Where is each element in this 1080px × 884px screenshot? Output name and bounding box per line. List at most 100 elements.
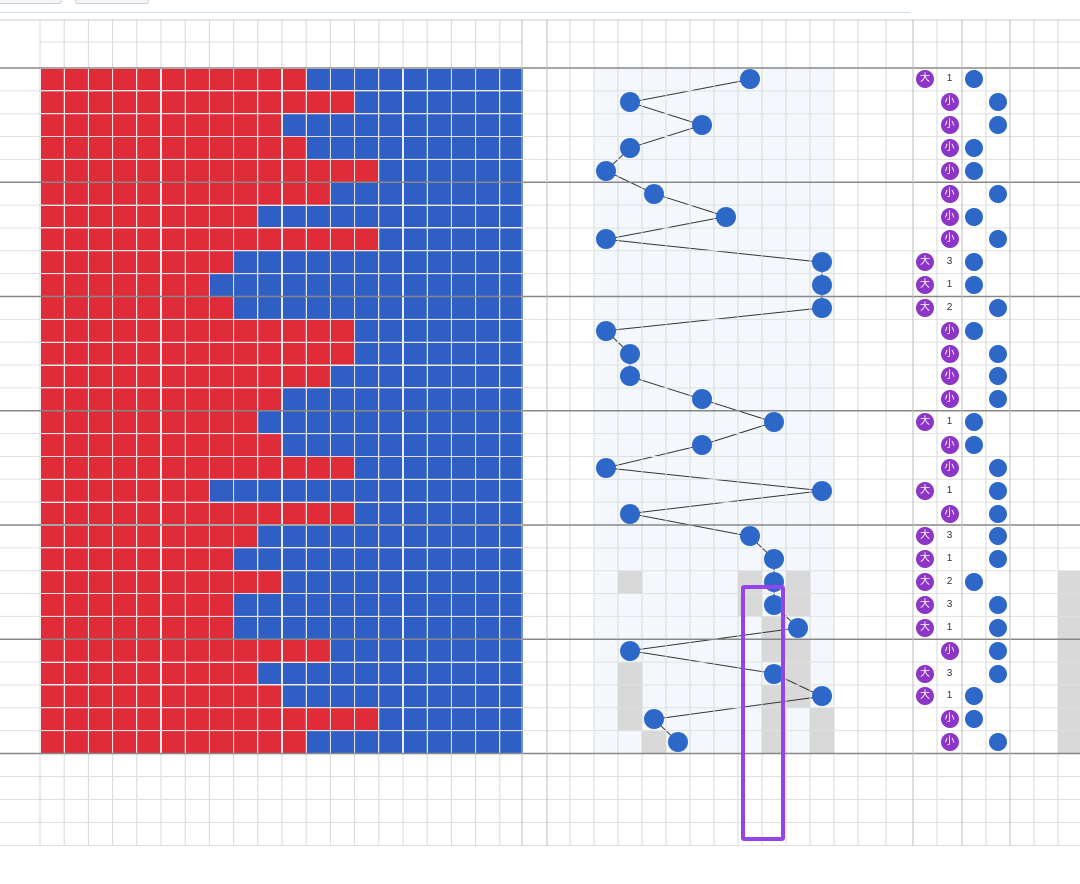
- bigsmall-miss-cell: 1: [946, 484, 953, 496]
- toolbar-button-2[interactable]: [75, 0, 149, 4]
- footer-num-col: [234, 754, 258, 777]
- prize-number-cell: [64, 502, 88, 525]
- dist-cell: [886, 708, 914, 731]
- sum-cell: [522, 182, 547, 205]
- dist-cell: [570, 685, 594, 708]
- prize-number-cell: [500, 297, 524, 319]
- prize-number-cell: [40, 548, 64, 571]
- prize-number-cell: [185, 616, 209, 639]
- prize-number-cell: [258, 297, 282, 319]
- prize-number-cell: [234, 456, 258, 479]
- prize-number-cell: [355, 91, 379, 114]
- bigsmall-miss-cell: [913, 731, 937, 754]
- mod-cell: [1058, 616, 1080, 640]
- mod-cell: [1058, 525, 1080, 548]
- prize-number-cell: [258, 639, 282, 662]
- prize-number-cell: [88, 114, 113, 137]
- dist-cell: [690, 90, 714, 114]
- dist-cell: [786, 730, 810, 754]
- dist-cell: [738, 90, 762, 114]
- header-dist-col: [714, 42, 738, 68]
- prize-number-cell: [282, 548, 306, 571]
- footer-dist-col: [834, 823, 858, 846]
- dist-cell: [786, 365, 810, 388]
- footer-num-col: [427, 777, 451, 800]
- prize-number-cell: [379, 182, 403, 205]
- bigsmall-miss-cell: [913, 91, 937, 114]
- header-group-mod: [1010, 20, 1080, 42]
- prize-number-cell: [185, 525, 209, 548]
- footer-dist-col: [786, 800, 810, 823]
- prize-number-cell: [185, 388, 209, 411]
- dist-cell: [618, 616, 642, 640]
- prize-number-cell: [161, 274, 185, 296]
- footer-num-col: [476, 777, 500, 800]
- period-cell: [0, 685, 40, 708]
- dist-cell: [642, 319, 666, 343]
- period-cell: [0, 342, 40, 365]
- prize-number-cell: [64, 159, 88, 182]
- big-ball: 大: [916, 527, 934, 546]
- prize-number-cell: [234, 525, 258, 548]
- dist-cell: [714, 433, 738, 457]
- dist-cell: [594, 342, 618, 366]
- sum-ball: [668, 732, 688, 753]
- dist-cell: [738, 342, 762, 366]
- toolbar-button-1[interactable]: [0, 0, 62, 4]
- prize-number-cell: [161, 456, 185, 479]
- dist-cell: [642, 593, 666, 617]
- prize-number-cell: [355, 297, 379, 319]
- prize-number-cell: [451, 388, 476, 411]
- mod-cell: [1058, 662, 1080, 685]
- prize-number-cell: [306, 731, 330, 753]
- mod-cell: [1010, 137, 1034, 160]
- dist-cell: [786, 662, 810, 685]
- dist-cell: [786, 296, 810, 320]
- prize-number-cell: [500, 479, 524, 502]
- prize-number-cell: [258, 182, 282, 205]
- prize-number-cell: [379, 708, 403, 731]
- dist-cell: [762, 90, 786, 114]
- dist-cell: [642, 525, 666, 548]
- dist-cell: [714, 525, 738, 548]
- header-prize-numbers: [40, 20, 522, 42]
- bigsmall-miss-cell: [913, 205, 937, 228]
- small-ball: 小: [940, 344, 959, 363]
- dist-cell: [642, 136, 666, 160]
- dist-cell: [714, 319, 738, 343]
- prize-number-cell: [379, 159, 403, 182]
- footer-num-col: [355, 800, 379, 823]
- dist-cell: [858, 205, 886, 228]
- dist-cell: [642, 296, 666, 320]
- prize-number-cell: [476, 731, 500, 753]
- small-ball: 小: [940, 161, 959, 180]
- footer-num-col: [209, 800, 233, 823]
- footer-dist-col: [690, 800, 714, 823]
- bigsmall-miss-cell: [913, 639, 937, 662]
- prize-number-cell: [500, 571, 524, 594]
- prize-number-cell: [258, 365, 282, 388]
- dist-cell: [547, 479, 570, 502]
- footer-dist-col: [570, 777, 594, 800]
- footer-num-col: [113, 823, 137, 846]
- prize-number-cell: [282, 708, 306, 731]
- dist-cell: [786, 570, 810, 594]
- footer-label: [0, 823, 40, 846]
- prize-number-cell: [282, 91, 306, 114]
- dist-cell: [666, 159, 690, 183]
- prize-number-cell: [185, 548, 209, 571]
- odd-ball: [965, 321, 983, 340]
- header-num-col: [500, 42, 524, 68]
- period-cell: [0, 68, 40, 91]
- prize-number-cell: [282, 68, 306, 91]
- dist-cell: [762, 502, 786, 525]
- prize-number-cell: [500, 525, 524, 548]
- mod-cell: [1058, 570, 1080, 594]
- dist-cell: [810, 502, 834, 525]
- prize-number-cell: [476, 365, 500, 388]
- dist-cell: [858, 685, 886, 708]
- footer-dist-col: [666, 777, 690, 800]
- prize-number-cell: [161, 479, 185, 502]
- mod-cell: [1034, 479, 1058, 502]
- footer-small: [937, 777, 962, 800]
